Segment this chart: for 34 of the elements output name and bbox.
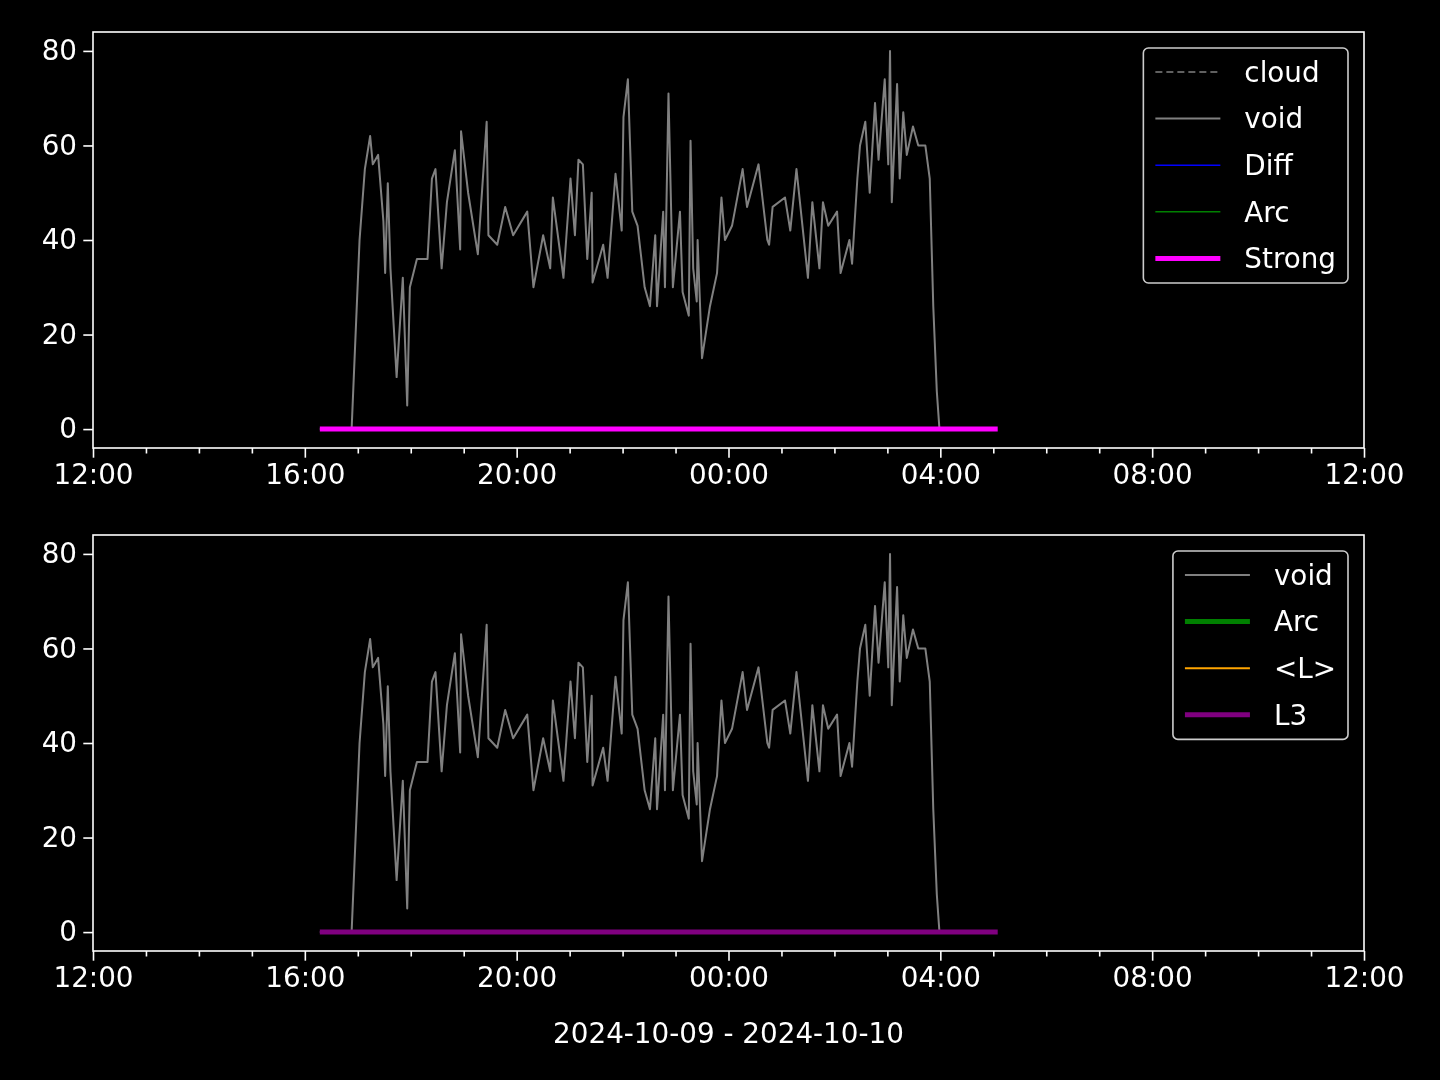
x-tick-label: 12:00 — [53, 457, 134, 491]
legend-label: cloud — [1244, 55, 1320, 89]
y-tick-label: 80 — [41, 537, 77, 571]
x-tick-label: 12:00 — [1324, 457, 1405, 491]
y-tick-label: 60 — [41, 631, 77, 665]
x-tick-label: 16:00 — [265, 960, 346, 994]
legend-label: L3 — [1273, 698, 1308, 732]
x-tick-label: 20:00 — [477, 960, 558, 994]
legend-label: void — [1244, 102, 1304, 136]
x-tick-label: 00:00 — [688, 457, 770, 491]
x-tick-label: 04:00 — [900, 960, 981, 994]
y-tick-label: 20 — [41, 317, 77, 351]
x-tick-label: 00:00 — [688, 960, 770, 994]
legend-label: void — [1273, 558, 1333, 592]
x-tick-label: 08:00 — [1112, 960, 1193, 994]
y-tick-label: 20 — [41, 820, 77, 854]
x-axis-title: 2024-10-09 - 2024-10-10 — [553, 1017, 904, 1050]
y-tick-label: 40 — [41, 726, 77, 760]
legend-label: Arc — [1273, 605, 1320, 639]
legend-label: <L> — [1273, 651, 1336, 685]
x-tick-label: 12:00 — [53, 960, 134, 994]
x-tick-label: 04:00 — [900, 457, 981, 491]
x-tick-label: 08:00 — [1112, 457, 1193, 491]
x-tick-label: 12:00 — [1324, 960, 1405, 994]
legend-label: Arc — [1244, 195, 1290, 229]
y-tick-label: 0 — [59, 915, 77, 949]
y-tick-label: 80 — [41, 34, 77, 68]
legend-label: Strong — [1244, 242, 1336, 276]
x-tick-label: 20:00 — [477, 457, 558, 491]
y-tick-label: 40 — [41, 223, 77, 257]
y-tick-label: 0 — [59, 412, 77, 446]
y-tick-label: 60 — [41, 128, 77, 162]
x-tick-label: 16:00 — [265, 457, 346, 491]
legend-label: Diff — [1244, 148, 1294, 182]
